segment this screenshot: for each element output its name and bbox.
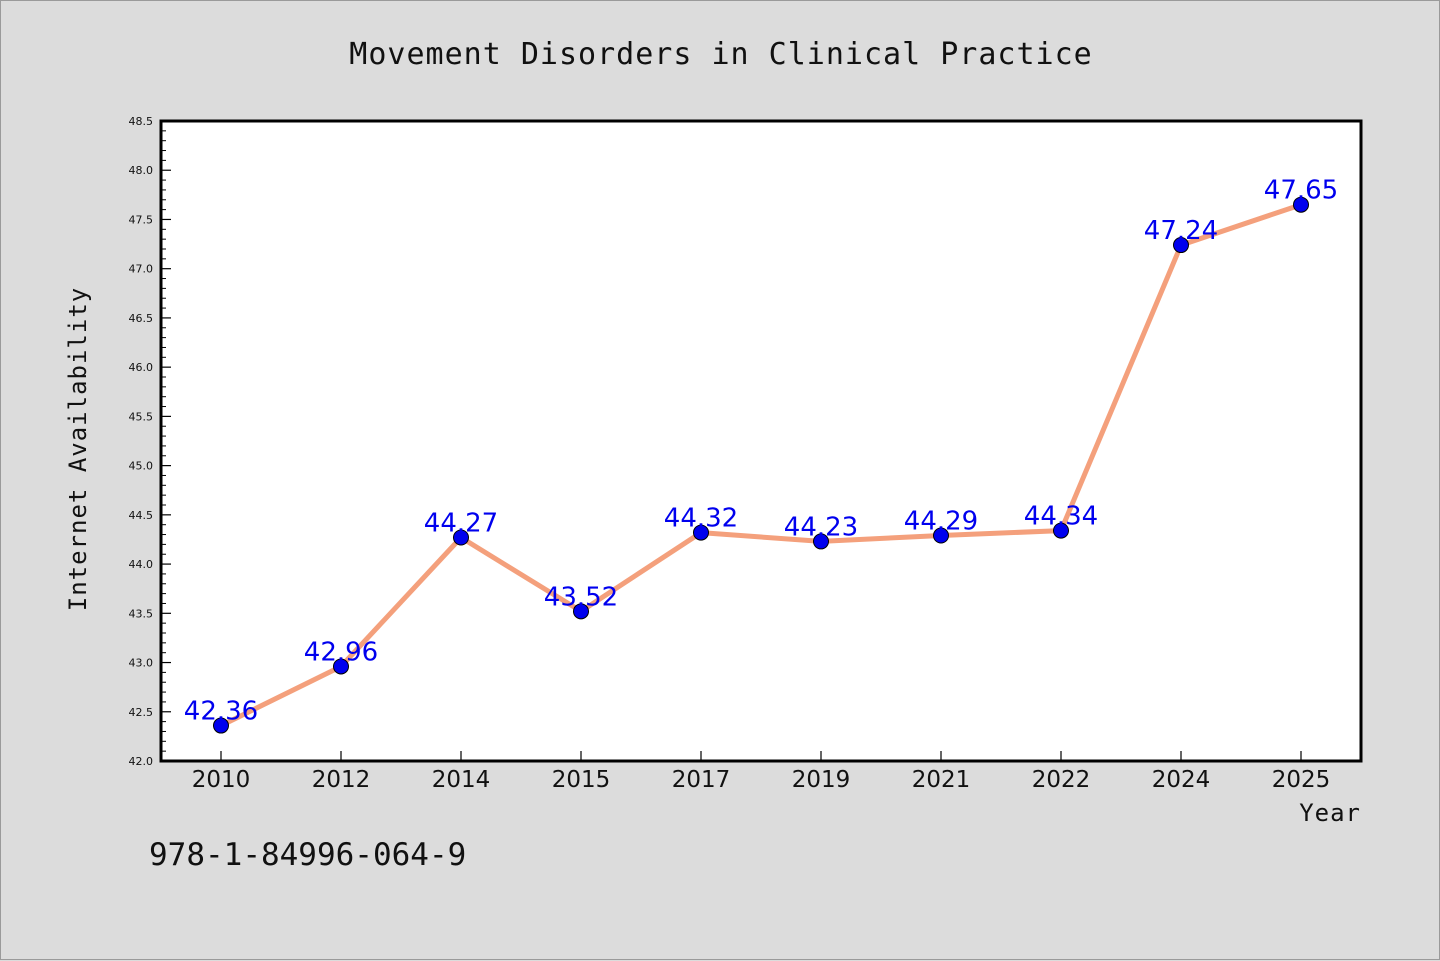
x-axis-title: Year bbox=[1299, 799, 1361, 827]
y-tick-label: 45.0 bbox=[129, 460, 154, 473]
x-tick-label: 2025 bbox=[1272, 767, 1331, 793]
x-tick-label: 2015 bbox=[552, 767, 611, 793]
data-point bbox=[1053, 522, 1069, 539]
chart-title: Movement Disorders in Clinical Practice bbox=[349, 37, 1092, 72]
y-tick-label: 46.0 bbox=[129, 361, 154, 374]
data-point bbox=[213, 717, 229, 734]
y-tick-label: 46.5 bbox=[129, 312, 154, 325]
y-tick-label: 42.5 bbox=[129, 706, 154, 719]
data-label: 44.29 bbox=[904, 507, 978, 537]
y-axis: 42.0 42.5 43.0 43.5 44.0 44.5 45.0 45.5 46.0 46.5… bbox=[129, 115, 171, 768]
data-label: 44.27 bbox=[424, 508, 498, 538]
y-axis-title: Internet Availability bbox=[64, 287, 92, 611]
data-point bbox=[1293, 196, 1309, 213]
y-tick-label: 43.0 bbox=[129, 657, 154, 670]
y-tick-label: 47.0 bbox=[129, 263, 154, 276]
series-line bbox=[218, 202, 1304, 729]
y-tick-label: 44.0 bbox=[129, 558, 154, 571]
x-axis: 2010 2012 2014 2015 2017 2019 2021 2022 2024 2025 bbox=[192, 751, 1331, 793]
data-label: 44.23 bbox=[784, 512, 858, 542]
data-point bbox=[1173, 237, 1189, 254]
x-tick-label: 2019 bbox=[792, 767, 851, 793]
y-tick-label: 48.5 bbox=[129, 115, 154, 128]
y-tick-label: 47.5 bbox=[129, 213, 154, 226]
x-tick-label: 2021 bbox=[912, 767, 971, 793]
data-label: 42.36 bbox=[184, 697, 258, 727]
data-label: 44.34 bbox=[1024, 502, 1098, 532]
x-tick-label: 2014 bbox=[432, 767, 491, 793]
data-point bbox=[933, 527, 949, 544]
data-label: 47.24 bbox=[1144, 216, 1218, 246]
x-tick-label: 2024 bbox=[1152, 767, 1211, 793]
plot-frame bbox=[159, 119, 1363, 763]
data-label: 43.52 bbox=[544, 582, 618, 612]
isbn-label: 978-1-84996-064-9 bbox=[149, 837, 466, 873]
data-point bbox=[813, 533, 829, 550]
y-tick-label: 44.5 bbox=[129, 509, 154, 522]
data-label: 47.65 bbox=[1264, 176, 1338, 206]
y-tick-label: 45.5 bbox=[129, 410, 154, 423]
data-point bbox=[333, 658, 349, 675]
y-tick-label: 43.5 bbox=[129, 607, 154, 620]
data-point bbox=[453, 529, 469, 546]
x-tick-label: 2022 bbox=[1032, 767, 1091, 793]
data-point bbox=[573, 603, 589, 620]
y-tick-label: 42.0 bbox=[129, 755, 154, 768]
x-tick-label: 2012 bbox=[312, 767, 371, 793]
x-tick-label: 2017 bbox=[672, 767, 731, 793]
plot-area bbox=[161, 121, 1361, 761]
data-point bbox=[693, 524, 709, 541]
data-label: 44.32 bbox=[664, 504, 738, 534]
series-layer: 42.36 42.96 44.27 43.52 44.32 44.23 44.29 44.34… bbox=[184, 176, 1338, 734]
data-label: 42.96 bbox=[304, 637, 378, 667]
y-tick-label: 48.0 bbox=[129, 164, 154, 177]
x-tick-label: 2010 bbox=[192, 767, 251, 793]
